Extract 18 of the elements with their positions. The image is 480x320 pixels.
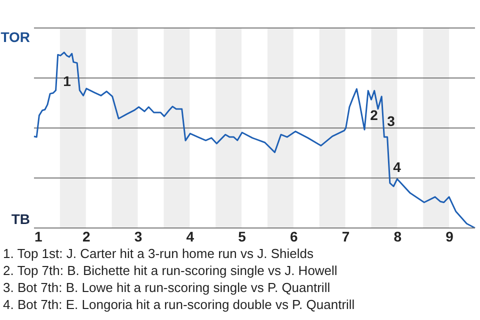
text: 2. Top 7th: B. Bichette hit a run-scoring single vs J. Howell [3,263,338,278]
annotation: 4 [393,159,402,175]
x-tick-label: 4 [186,228,194,244]
x-tick-label: 5 [238,228,246,244]
x-tick-label: 9 [446,228,454,244]
text: 1. Top 1st: J. Carter hit a 3-run home run vs J. Shields [3,246,314,261]
x-tick-label: 8 [394,228,402,244]
text: TB [11,211,30,227]
text: TOR [0,29,30,45]
x-tick-label: 2 [82,228,90,244]
annotation: 3 [387,113,396,129]
text: 3. Bot 7th: B. Lowe hit a run-scoring single vs P. Quantrill [3,280,330,295]
annotation: 2 [370,107,378,123]
text: 4. Bot 7th: E. Longoria hit a run-scoring double vs P. Quantrill [3,297,355,312]
x-tick-label: 1 [34,228,42,244]
x-tick-label: 7 [342,228,350,244]
x-tick-label: 6 [290,228,298,244]
x-tick-label: 3 [134,228,142,244]
